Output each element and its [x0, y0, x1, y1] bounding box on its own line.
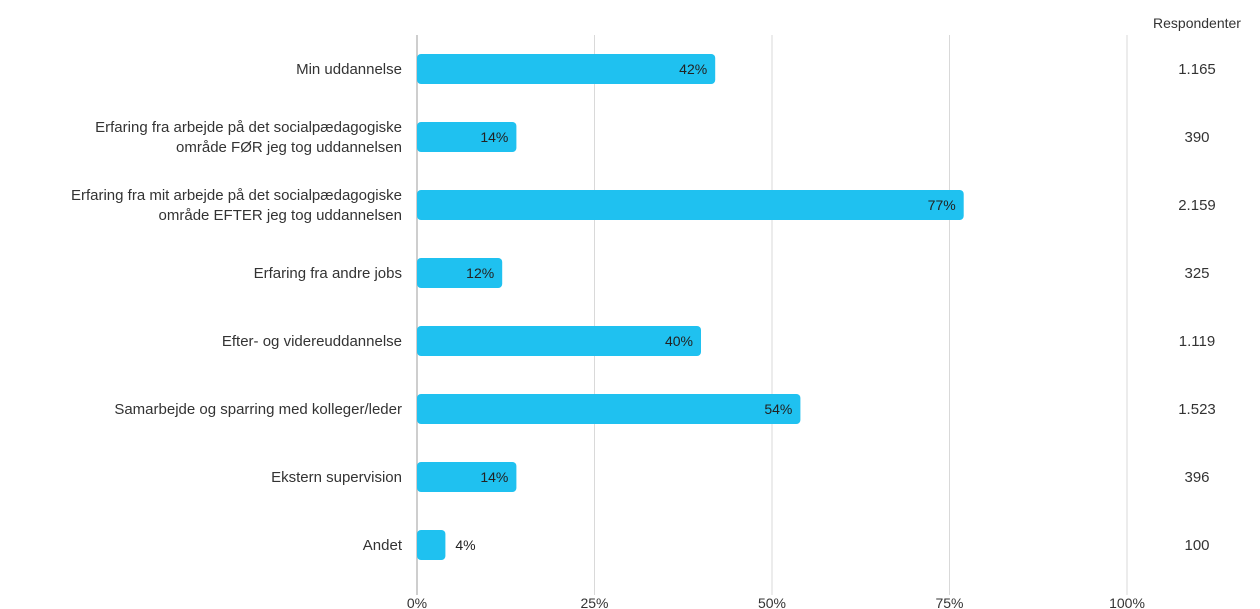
bar — [417, 54, 716, 84]
category-label: Ekstern supervision — [271, 469, 402, 486]
grid-lines — [416, 35, 1128, 595]
respondents-value: 1.165 — [1178, 61, 1216, 78]
x-tick-label: 50% — [758, 595, 786, 609]
data-label: 14% — [480, 129, 508, 145]
data-label: 77% — [928, 197, 956, 213]
respondents-value: 390 — [1184, 129, 1209, 146]
category-labels: Min uddannelse Erfaring fra arbejde på de… — [71, 61, 403, 554]
data-labels: 42% 14% 77% 12% 40% 54% 14% 4% — [455, 61, 955, 553]
x-tick-label: 100% — [1109, 595, 1145, 609]
category-label: Samarbejde og sparring med kolleger/lede… — [114, 401, 402, 418]
bars — [417, 54, 964, 560]
respondents-value: 100 — [1184, 537, 1209, 554]
respondents-value: 325 — [1184, 265, 1209, 282]
respondents-value: 2.159 — [1178, 197, 1216, 214]
respondents-value: 1.523 — [1178, 401, 1216, 418]
respondents-column: Respondenter 1.165 390 2.159 325 1.119 1.523 3… — [1153, 15, 1241, 554]
bar — [417, 326, 701, 356]
x-tick-label: 75% — [935, 595, 963, 609]
category-label: Erfaring fra arbejde på det socialpædago… — [95, 119, 402, 156]
category-label: Erfaring fra andre jobs — [254, 265, 402, 282]
category-label: Andet — [363, 537, 403, 554]
x-tick-label: 25% — [580, 595, 608, 609]
bar — [417, 190, 964, 220]
data-label: 42% — [679, 61, 707, 77]
respondents-header: Respondenter — [1153, 15, 1241, 31]
bar — [417, 394, 801, 424]
data-label: 40% — [665, 333, 693, 349]
bar — [417, 530, 446, 560]
bar — [417, 462, 517, 492]
bar — [417, 258, 503, 288]
respondents-value: 1.119 — [1179, 333, 1215, 350]
data-label: 12% — [466, 265, 494, 281]
data-label: 54% — [764, 401, 792, 417]
data-label: 14% — [480, 469, 508, 485]
category-label: Efter- og videreuddannelse — [222, 333, 402, 350]
bar — [417, 122, 517, 152]
data-label: 4% — [455, 537, 475, 553]
respondents-value: 396 — [1184, 469, 1209, 486]
category-label: Min uddannelse — [296, 61, 402, 78]
x-tick-labels: 0% 25% 50% 75% 100% — [407, 595, 1145, 609]
x-tick-label: 0% — [407, 595, 427, 609]
category-label: Erfaring fra mit arbejde på det socialpæ… — [71, 187, 402, 224]
